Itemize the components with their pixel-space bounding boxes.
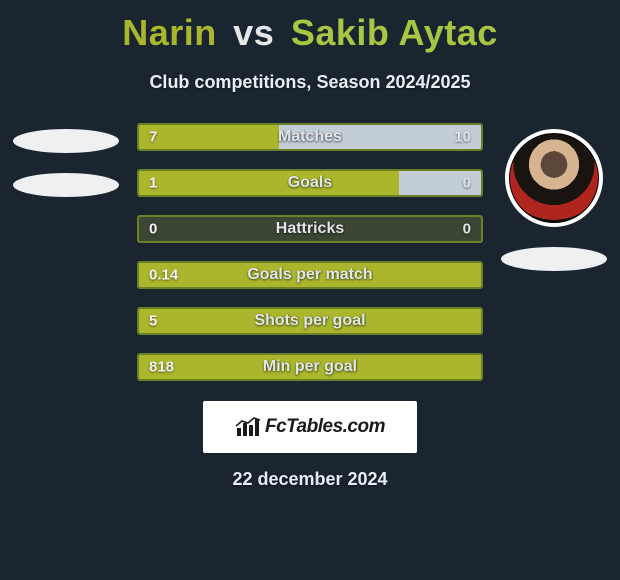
bar-right-value: 0 <box>463 221 471 238</box>
title-player1: Narin <box>122 12 217 53</box>
bar-label: Hattricks <box>276 220 344 238</box>
stat-bar-matches: Matches 7 10 <box>137 123 483 151</box>
fctables-logo: FcTables.com <box>203 401 417 453</box>
stat-bars: Matches710Goals10Hattricks00Goals per ma… <box>137 123 483 381</box>
stat-bar-goals: Goals 1 0 <box>137 169 483 197</box>
right-player-col <box>499 123 609 271</box>
logo-chart-icon <box>235 416 261 438</box>
bar-label: Min per goal <box>263 358 357 376</box>
bar-left-value: 0 <box>149 221 157 238</box>
bar-left-value: 1 <box>149 175 157 192</box>
bar-left-value: 818 <box>149 359 174 376</box>
bar-left-fill <box>139 171 399 195</box>
bar-label: Goals <box>288 174 332 192</box>
bar-left-value: 7 <box>149 129 157 146</box>
stat-bar-hattricks: Hattricks 0 0 <box>137 215 483 243</box>
left-player-col <box>11 123 121 197</box>
comparison-wrap: Matches710Goals10Hattricks00Goals per ma… <box>0 123 620 381</box>
bar-left-value: 0.14 <box>149 267 178 284</box>
bar-label: Goals per match <box>247 266 372 284</box>
stat-bar-shots-per-goal: Shots per goal 5 <box>137 307 483 335</box>
page-title: Narin vs Sakib Aytac <box>0 0 620 54</box>
subtitle: Club competitions, Season 2024/2025 <box>0 72 620 93</box>
bar-label: Matches <box>278 128 342 146</box>
title-vs: vs <box>233 12 274 53</box>
player2-club-placeholder <box>501 247 607 271</box>
bar-label: Shots per goal <box>254 312 365 330</box>
stat-bar-goals-per-match: Goals per match 0.14 <box>137 261 483 289</box>
player2-avatar <box>505 129 603 227</box>
logo-text: FcTables.com <box>265 416 385 438</box>
player1-club-placeholder <box>13 173 119 197</box>
bar-left-value: 5 <box>149 313 157 330</box>
player1-avatar-placeholder <box>13 129 119 153</box>
stat-bar-min-per-goal: Min per goal 818 <box>137 353 483 381</box>
bar-right-value: 10 <box>454 129 471 146</box>
bar-right-value: 0 <box>463 175 471 192</box>
title-player2: Sakib Aytac <box>291 12 498 53</box>
bar-left-fill <box>139 125 279 149</box>
footer-date: 22 december 2024 <box>0 469 620 490</box>
